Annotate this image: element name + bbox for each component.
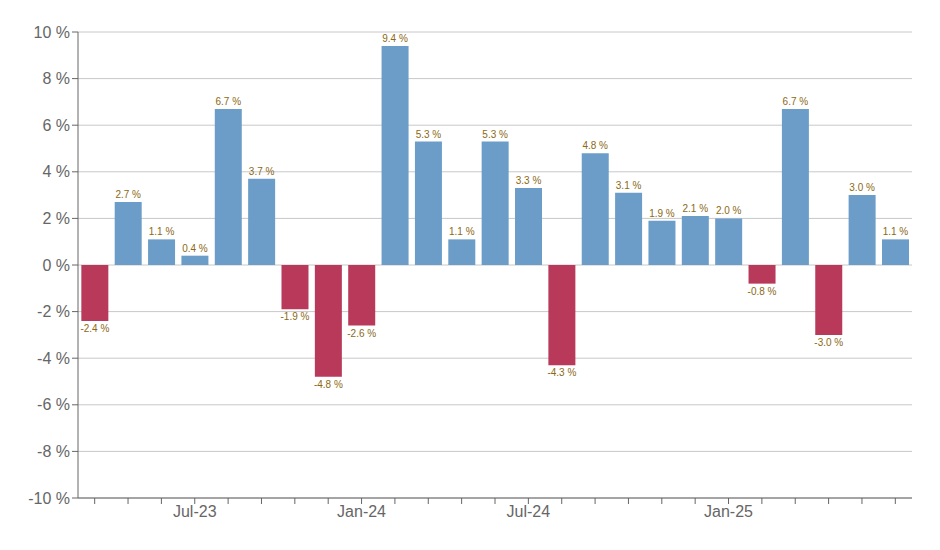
svg-text:10 %: 10 % [34,24,70,41]
svg-text:Jul-23: Jul-23 [173,503,217,520]
svg-text:-1.9 %: -1.9 % [281,311,310,322]
svg-text:-2 %: -2 % [37,303,70,320]
svg-text:-0.8 %: -0.8 % [748,286,777,297]
svg-text:4 %: 4 % [42,163,70,180]
svg-text:2.1 %: 2.1 % [683,203,709,214]
svg-text:-4.8 %: -4.8 % [314,379,343,390]
svg-text:2.0 %: 2.0 % [716,205,742,216]
svg-text:Jul-24: Jul-24 [507,503,551,520]
svg-text:0 %: 0 % [42,257,70,274]
svg-text:1.1 %: 1.1 % [149,226,175,237]
svg-text:4.8 %: 4.8 % [582,140,608,151]
svg-text:5.3 %: 5.3 % [416,129,442,140]
svg-text:1.1 %: 1.1 % [883,226,909,237]
svg-text:-2.4 %: -2.4 % [80,323,109,334]
svg-text:3.0 %: 3.0 % [849,182,875,193]
svg-text:6 %: 6 % [42,117,70,134]
svg-text:-8 %: -8 % [37,443,70,460]
svg-text:3.3 %: 3.3 % [516,175,542,186]
svg-text:3.1 %: 3.1 % [616,180,642,191]
svg-text:0.4 %: 0.4 % [182,243,208,254]
svg-text:3.7 %: 3.7 % [249,166,275,177]
svg-text:-2.6 %: -2.6 % [347,328,376,339]
svg-text:Jan-24: Jan-24 [337,503,386,520]
svg-text:-4.3 %: -4.3 % [547,367,576,378]
svg-text:1.9 %: 1.9 % [649,208,675,219]
svg-text:1.1 %: 1.1 % [449,226,475,237]
svg-text:-3.0 %: -3.0 % [814,337,843,348]
svg-text:6.7 %: 6.7 % [783,96,809,107]
svg-text:2.7 %: 2.7 % [115,189,141,200]
svg-text:-10 %: -10 % [28,490,70,507]
svg-text:Jan-25: Jan-25 [704,503,753,520]
svg-text:2 %: 2 % [42,210,70,227]
svg-text:6.7 %: 6.7 % [215,96,241,107]
svg-text:-4 %: -4 % [37,350,70,367]
svg-text:9.4 %: 9.4 % [382,33,408,44]
svg-text:8 %: 8 % [42,70,70,87]
svg-text:-6 %: -6 % [37,396,70,413]
svg-text:5.3 %: 5.3 % [482,129,508,140]
